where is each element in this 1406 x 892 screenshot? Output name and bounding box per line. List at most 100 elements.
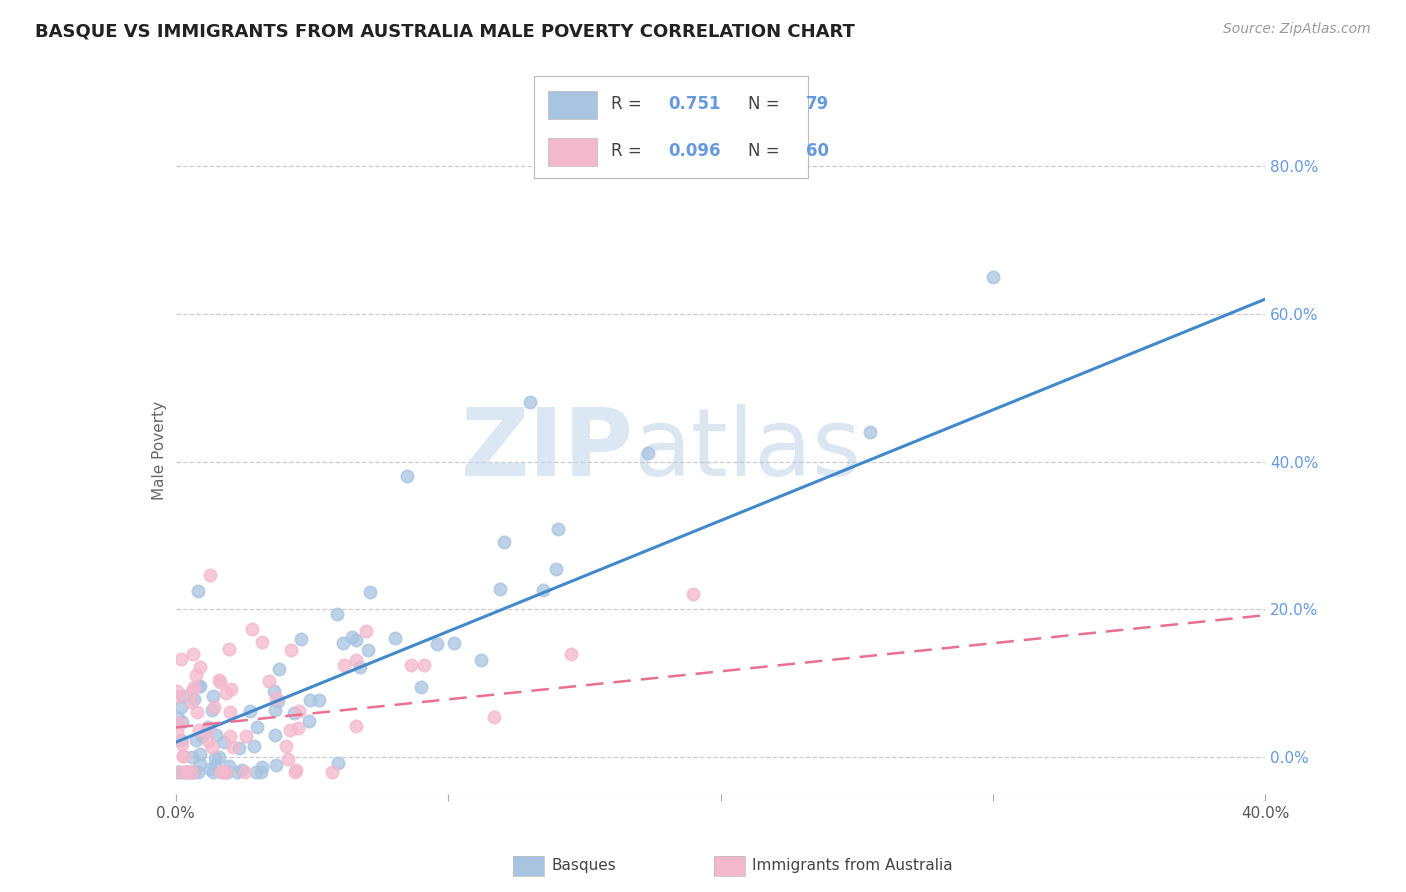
Point (356, 624, 378, 639)
Point (221, 739, 243, 754)
Point (384, 631, 406, 645)
Point (682, 587, 704, 601)
Point (176, 764, 198, 779)
Point (202, 689, 225, 703)
Point (202, 764, 225, 779)
Point (201, 740, 224, 755)
Point (188, 723, 211, 738)
Text: Basques: Basques (551, 858, 616, 872)
Point (172, 715, 194, 730)
Point (274, 739, 297, 754)
Point (219, 705, 242, 719)
Point (267, 662, 290, 676)
Text: Source: ZipAtlas.com: Source: ZipAtlas.com (1223, 22, 1371, 37)
Point (219, 730, 242, 744)
Point (259, 673, 281, 688)
Point (219, 682, 242, 697)
Point (215, 764, 238, 779)
Text: atlas: atlas (633, 404, 862, 497)
Point (531, 583, 554, 598)
Point (470, 652, 492, 666)
Point (264, 757, 287, 772)
Point (212, 734, 235, 748)
Point (488, 582, 510, 596)
Point (426, 637, 449, 651)
Point (344, 632, 367, 647)
Point (183, 692, 205, 706)
Point (172, 748, 194, 763)
Point (349, 659, 371, 673)
Point (166, 724, 188, 739)
Point (218, 759, 240, 773)
Point (250, 764, 273, 779)
Point (264, 703, 287, 717)
Point (344, 653, 367, 667)
Point (176, 764, 198, 779)
Point (179, 764, 201, 779)
Point (981, 269, 1004, 284)
Y-axis label: Male Poverty: Male Poverty (152, 401, 167, 500)
Point (188, 660, 211, 674)
Point (290, 632, 312, 646)
Point (167, 690, 190, 704)
Point (246, 720, 269, 734)
Point (209, 764, 232, 779)
Text: 0.096: 0.096 (669, 142, 721, 160)
Point (266, 694, 288, 708)
Point (197, 734, 219, 748)
Point (190, 729, 212, 743)
Point (443, 636, 465, 650)
Point (181, 750, 204, 764)
Text: N =: N = (748, 95, 785, 112)
Point (183, 681, 205, 695)
Point (519, 395, 541, 409)
Point (250, 635, 273, 649)
Point (264, 728, 287, 742)
Point (200, 762, 222, 776)
Point (204, 751, 226, 765)
Point (183, 764, 205, 779)
Point (211, 764, 233, 779)
Point (228, 740, 250, 755)
Point (277, 752, 299, 766)
Point (205, 728, 228, 742)
Text: 60: 60 (806, 142, 828, 160)
Point (181, 764, 204, 779)
Point (250, 760, 273, 774)
Point (170, 652, 193, 666)
Point (172, 737, 194, 751)
Point (172, 689, 194, 703)
Text: 0.751: 0.751 (669, 95, 721, 112)
Point (167, 716, 190, 731)
Point (245, 764, 267, 779)
Point (198, 567, 221, 582)
Point (201, 703, 224, 717)
Point (637, 446, 659, 460)
Point (215, 764, 238, 779)
Bar (548, 91, 598, 119)
Point (399, 658, 422, 673)
Point (342, 630, 364, 644)
Text: R =: R = (612, 95, 647, 112)
Text: BASQUE VS IMMIGRANTS FROM AUSTRALIA MALE POVERTY CORRELATION CHART: BASQUE VS IMMIGRANTS FROM AUSTRALIA MALE… (35, 22, 855, 40)
Point (239, 704, 262, 718)
Point (231, 764, 253, 778)
Point (288, 704, 311, 718)
Point (186, 705, 208, 719)
Point (202, 700, 225, 714)
Point (298, 714, 321, 728)
Point (235, 764, 257, 779)
Point (308, 693, 330, 707)
Point (287, 721, 309, 735)
Text: Immigrants from Australia: Immigrants from Australia (752, 858, 953, 872)
Point (214, 764, 236, 779)
Point (332, 636, 354, 650)
Point (166, 684, 188, 698)
Point (492, 535, 515, 549)
Point (167, 711, 190, 725)
Point (169, 764, 191, 779)
Point (187, 583, 209, 598)
Bar (548, 138, 598, 166)
Point (284, 763, 307, 777)
Point (166, 764, 188, 779)
